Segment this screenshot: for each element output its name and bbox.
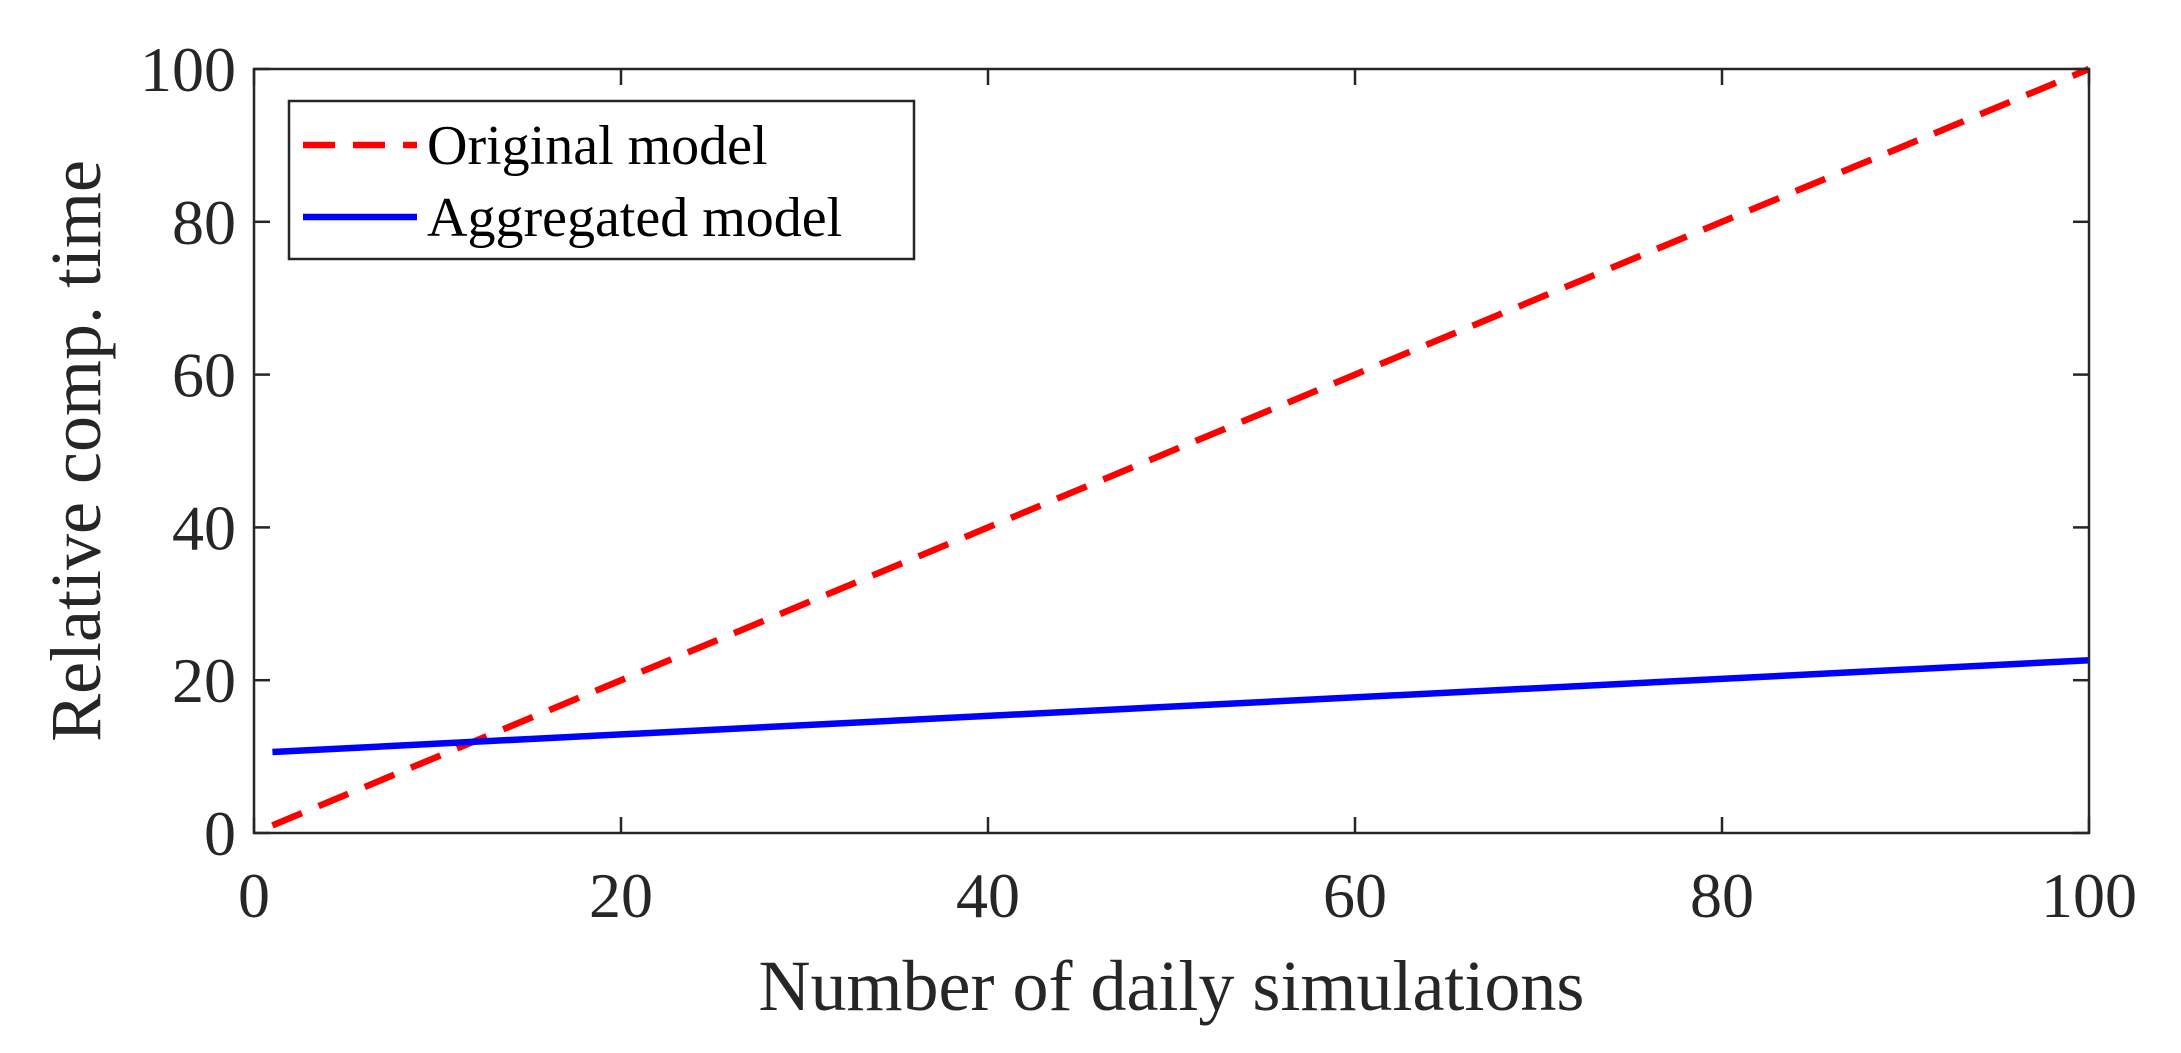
y-tick-label: 80	[172, 187, 236, 258]
legend-box	[287, 99, 916, 261]
series-line-original-model	[271, 65, 2091, 829]
x-tick-label: 80	[1690, 860, 1754, 931]
y-tick-label: 20	[172, 645, 236, 716]
tick-labels: 0 20 40 60 80 100 0 20 40 60 80 100	[140, 34, 2137, 931]
x-tick-label: 60	[1323, 860, 1387, 931]
y-tick-label: 60	[172, 340, 236, 411]
legend-label: Original model	[427, 115, 768, 177]
x-tick-label: 0	[238, 860, 270, 931]
x-tick-label: 40	[956, 860, 1020, 931]
plot-area-frame	[252, 67, 2091, 835]
y-tick-label: 40	[172, 492, 236, 563]
series-line-aggregated-model	[272, 657, 2090, 756]
legend: Original model Aggregated model	[287, 99, 916, 261]
x-tick-label: 20	[589, 860, 653, 931]
x-tick-label: 100	[2041, 860, 2137, 931]
x-axis-label: Number of daily simulations	[759, 946, 1585, 1026]
series-lines	[271, 65, 2091, 829]
y-tick-label: 100	[140, 34, 236, 105]
legend-label: Aggregated model	[427, 187, 842, 249]
y-axis-label: Relative comp. time	[36, 160, 116, 742]
y-tick-label: 0	[204, 798, 236, 869]
